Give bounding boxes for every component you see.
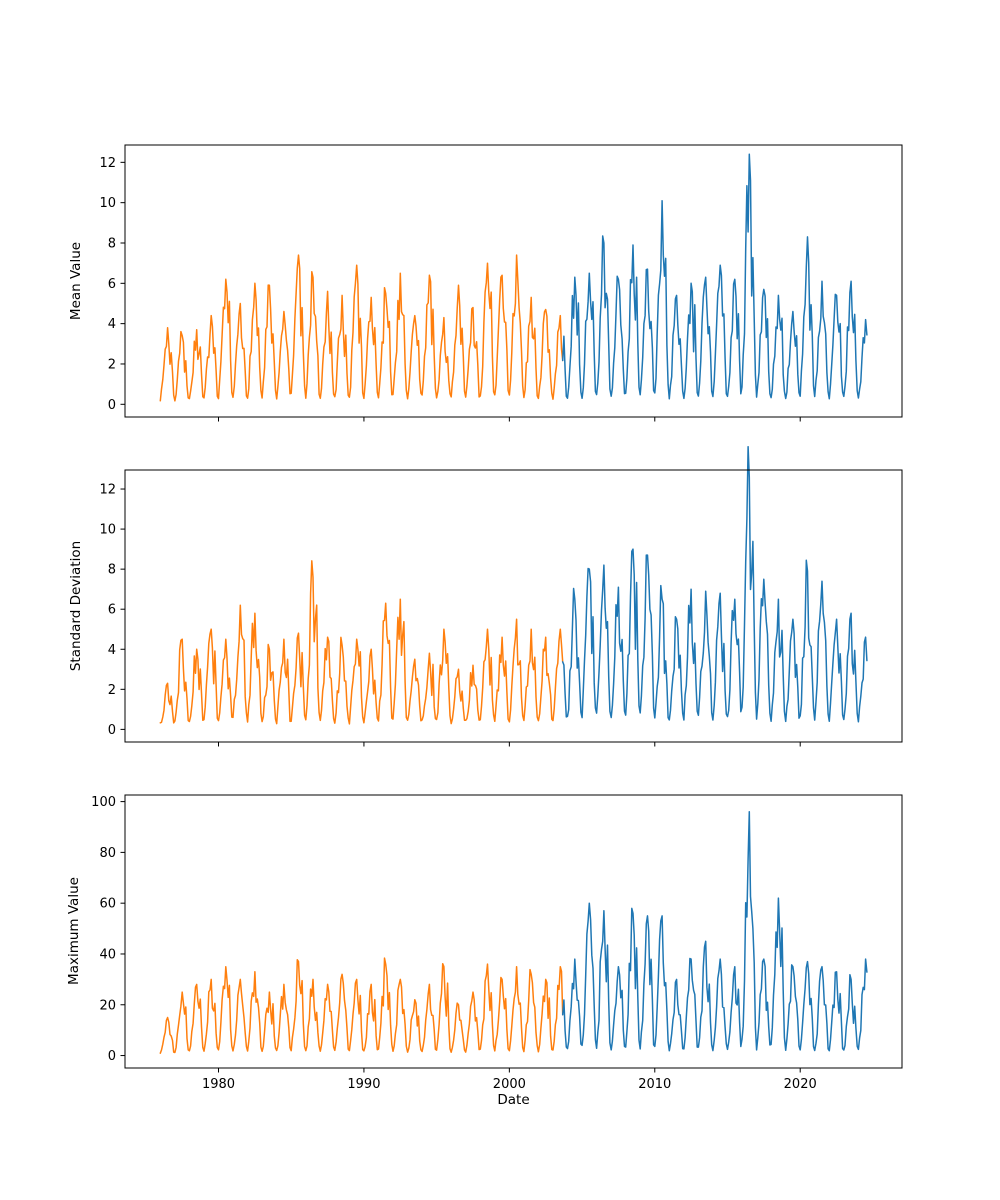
subplot-standard-deviation: Standard Deviation 0 2 4 6 8 10 12 [68, 445, 903, 747]
subplot-mean-value: Mean Value 0 2 4 6 8 10 12 [68, 144, 903, 422]
y-tick-label: 80 [99, 846, 116, 861]
x-tick-label: 2010 [638, 1077, 671, 1092]
axes-frame [124, 794, 903, 1069]
y-tick-label: 6 [108, 277, 116, 292]
line-series-late-blue [561, 153, 868, 400]
y-tick-label: 8 [108, 563, 116, 578]
y-tick-label: 2 [108, 357, 116, 372]
line-series-late-blue [561, 445, 868, 723]
y-axis-label-mean-value: Mean Value [68, 242, 84, 320]
line-series-late-blue [561, 811, 868, 1052]
y-tick-label: 100 [91, 795, 116, 810]
x-tick-label: 2020 [784, 1077, 817, 1092]
y-axis-label-standard-deviation: Standard Deviation [68, 541, 84, 671]
x-tick-label: 2000 [493, 1077, 526, 1092]
line-series-early-orange [159, 254, 564, 402]
line-series-early-orange [159, 560, 564, 725]
subplot-maximum-value: Maximum Value Date 0 20 40 60 80 100 1980 1990 2… [66, 794, 903, 1108]
axes-frame [124, 469, 903, 743]
y-tick-label: 12 [99, 156, 116, 171]
y-tick-label: 4 [108, 643, 116, 658]
y-tick-label: 40 [99, 947, 116, 962]
y-tick-label: 20 [99, 998, 116, 1013]
y-tick-label: 0 [108, 1049, 116, 1064]
y-tick-label: 12 [99, 483, 116, 498]
y-tick-label: 60 [99, 897, 116, 912]
line-series-early-orange [159, 957, 564, 1054]
y-tick-label: 2 [108, 683, 116, 698]
y-tick-label: 8 [108, 236, 116, 251]
y-tick-label: 6 [108, 603, 116, 618]
x-axis-label-date: Date [497, 1092, 529, 1108]
y-tick-label: 0 [108, 398, 116, 413]
x-tick-label: 1980 [202, 1077, 235, 1092]
y-tick-label: 0 [108, 723, 116, 738]
y-tick-label: 4 [108, 317, 116, 332]
axes-frame [124, 144, 903, 418]
y-tick-label: 10 [99, 523, 116, 538]
y-tick-label: 10 [99, 196, 116, 211]
y-axis-label-maximum-value: Maximum Value [66, 877, 82, 985]
x-tick-label: 1990 [347, 1077, 380, 1092]
